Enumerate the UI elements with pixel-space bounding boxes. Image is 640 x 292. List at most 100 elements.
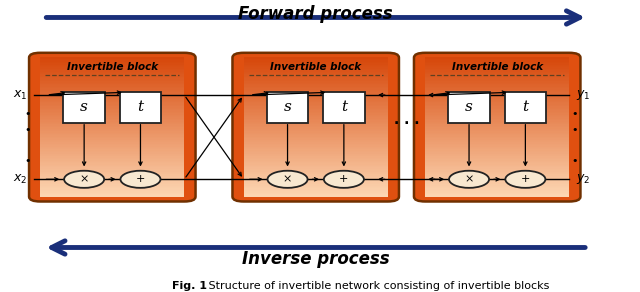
Bar — [425, 58, 569, 60]
Text: · · ·: · · · — [394, 117, 419, 131]
Bar — [244, 62, 388, 65]
Bar — [425, 75, 569, 77]
Bar — [244, 189, 388, 191]
Bar — [244, 128, 388, 130]
Bar — [244, 133, 388, 135]
Bar — [40, 95, 184, 97]
Bar — [244, 153, 388, 155]
Bar — [40, 164, 184, 166]
Text: Structure of invertible network consisting of invertible blocks: Structure of invertible network consisti… — [205, 281, 549, 291]
Bar — [244, 184, 388, 185]
Bar — [425, 78, 569, 80]
Circle shape — [324, 171, 364, 188]
Bar — [40, 168, 184, 170]
Bar — [40, 136, 184, 138]
Bar — [40, 117, 184, 119]
Bar — [40, 75, 184, 77]
Bar — [244, 77, 388, 79]
Bar — [425, 60, 569, 62]
Bar — [40, 115, 184, 117]
Bar — [40, 64, 184, 66]
Bar — [425, 117, 569, 119]
Bar — [425, 147, 569, 150]
Text: •: • — [571, 109, 577, 119]
Bar — [425, 102, 569, 103]
Bar — [40, 160, 184, 162]
Bar — [40, 175, 184, 177]
Text: t: t — [341, 100, 347, 114]
Bar — [425, 62, 569, 65]
Text: Inverse process: Inverse process — [242, 250, 390, 268]
Bar — [425, 153, 569, 155]
Bar — [425, 131, 569, 133]
Bar — [425, 71, 569, 73]
Bar — [40, 102, 184, 103]
Bar — [40, 99, 184, 101]
Text: t: t — [138, 100, 143, 114]
Bar — [425, 109, 569, 110]
Bar — [244, 163, 388, 165]
Bar — [40, 113, 184, 115]
Bar — [40, 89, 184, 91]
Bar — [244, 74, 388, 76]
Bar — [425, 149, 569, 151]
Bar — [425, 124, 569, 126]
Bar — [244, 88, 388, 90]
Bar — [40, 135, 184, 137]
Bar — [40, 147, 184, 150]
Bar — [244, 161, 388, 163]
Bar — [40, 85, 184, 87]
Bar — [40, 106, 184, 108]
Bar — [244, 173, 388, 174]
Bar — [425, 72, 569, 74]
Bar — [40, 149, 184, 151]
Bar — [244, 103, 388, 105]
Bar — [425, 174, 569, 176]
Bar — [40, 74, 184, 76]
Bar — [244, 191, 388, 192]
Bar — [40, 163, 184, 165]
Bar — [40, 150, 184, 152]
Bar — [244, 178, 388, 180]
Bar — [40, 171, 184, 173]
Bar — [425, 170, 569, 172]
Bar — [244, 188, 388, 190]
Bar — [244, 118, 388, 120]
Bar — [40, 131, 184, 133]
Bar — [244, 104, 388, 106]
Bar — [244, 175, 388, 177]
Bar — [425, 178, 569, 180]
Circle shape — [449, 171, 489, 188]
Bar — [244, 147, 388, 150]
Bar — [244, 180, 388, 181]
FancyBboxPatch shape — [505, 92, 546, 123]
Bar — [40, 161, 184, 163]
Text: $y_1$: $y_1$ — [577, 88, 591, 102]
Bar — [244, 129, 388, 131]
Bar — [425, 156, 569, 158]
Bar — [40, 132, 184, 134]
Bar — [244, 193, 388, 195]
Bar — [40, 111, 184, 113]
Bar — [425, 85, 569, 87]
Bar — [425, 159, 569, 161]
Bar — [425, 106, 569, 108]
Bar — [244, 60, 388, 62]
Text: ×: × — [465, 174, 474, 184]
Bar — [244, 78, 388, 80]
Bar — [40, 100, 184, 102]
FancyBboxPatch shape — [267, 92, 308, 123]
Bar — [425, 161, 569, 163]
Bar — [244, 131, 388, 133]
Bar — [425, 142, 569, 144]
Bar — [40, 91, 184, 92]
Bar — [425, 98, 569, 99]
Bar — [425, 64, 569, 66]
Bar — [425, 177, 569, 179]
Bar — [244, 111, 388, 113]
Bar — [244, 86, 388, 88]
Bar — [40, 174, 184, 176]
Bar — [244, 166, 388, 168]
Bar — [425, 92, 569, 94]
Bar — [425, 110, 569, 112]
